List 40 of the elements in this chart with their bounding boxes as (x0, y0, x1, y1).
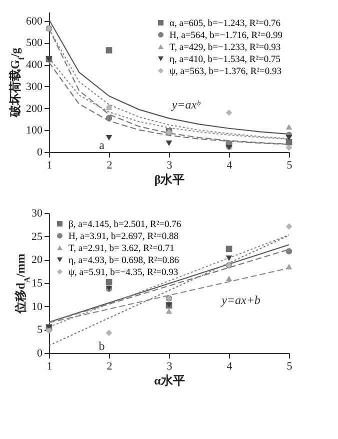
x-tick-label: 4 (226, 160, 233, 172)
y-tick-label: 100 (26, 124, 43, 137)
y-tick-label: 20 (32, 254, 43, 266)
legend-label: η, a=410, b=−1.534, R²=0.75 (170, 54, 281, 65)
x-tick-label: 1 (46, 360, 52, 372)
y-tick-label: 300 (26, 80, 43, 93)
y-tick-label: 30 (32, 208, 43, 220)
y-tick-label: 400 (26, 59, 43, 71)
x-tick-label: 2 (106, 360, 112, 372)
x-tick-label: 3 (166, 160, 173, 172)
legend-label: η, a=4.93, b= 0.698, R²=0.86 (68, 256, 180, 266)
y-tick-label: 10 (32, 300, 43, 313)
annotation: a (99, 138, 106, 152)
y-tick-label: 600 (26, 15, 43, 28)
x-tick-label: 4 (226, 360, 233, 372)
y-tick-label: 500 (26, 37, 43, 50)
y-tick-label: 15 (32, 278, 43, 290)
y-tick-label: 5 (37, 324, 43, 336)
x-axis-title: α水平 (154, 374, 185, 388)
legend-label: T, a=429, b=−1.233, R²=0.93 (170, 42, 281, 53)
legend-label: T, a=2.91, b= 3.62, R²=0.71 (68, 244, 175, 254)
x-tick-label: 2 (106, 160, 112, 172)
x-tick-label: 5 (286, 160, 293, 172)
annotation: y=ax+b (220, 292, 260, 307)
annotation: b (98, 339, 105, 353)
legend-label: α, a=605, b=−1.243, R²=0.76 (170, 18, 281, 29)
annotation: y=axᵇ (170, 97, 201, 112)
y-tick-label: 0 (37, 146, 43, 158)
y-tick-label: 25 (32, 230, 43, 243)
x-tick-label: 1 (46, 160, 52, 172)
legend-label: H, a=564, b=−1.716, R²=0.99 (170, 30, 283, 41)
legend-label: β, a=4.145, b=2.501, R²=0.76 (68, 220, 182, 230)
y-tick-label: 0 (37, 348, 43, 360)
legend-label: ψ, a=5.91, b=−4.35, R²=0.93 (68, 268, 178, 278)
x-tick-label: 3 (166, 360, 173, 372)
legend-label: ψ, a=563, b=−1.376, R²=0.93 (170, 66, 282, 77)
legend-label: H, a=3.91, b=2.697, R²=0.88 (68, 232, 179, 242)
x-axis-title: β水平 (154, 172, 185, 186)
x-tick-label: 5 (286, 360, 293, 372)
y-tick-label: 200 (26, 102, 43, 115)
